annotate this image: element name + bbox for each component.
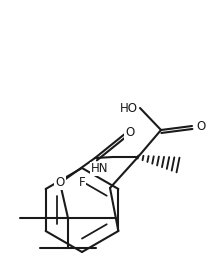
Text: O: O xyxy=(55,177,65,190)
Text: O: O xyxy=(196,119,205,132)
Text: HO: HO xyxy=(120,101,138,115)
Text: O: O xyxy=(125,126,135,140)
Text: HN: HN xyxy=(91,162,109,175)
Text: F: F xyxy=(79,175,85,188)
